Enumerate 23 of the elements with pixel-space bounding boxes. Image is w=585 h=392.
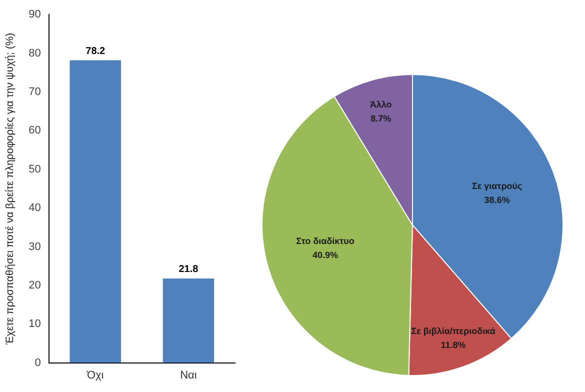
y-axis-title: Έχετε προσπαθήσει ποτέ να βρείτε πληροφορίες για την ψυχή; (%) — [4, 32, 16, 346]
data-label: 8.7% — [370, 113, 392, 124]
slice-label: Άλλο — [370, 99, 392, 110]
data-label: 11.8% — [440, 340, 466, 350]
y-tick-label: 10 — [28, 318, 41, 330]
y-tick-label: 70 — [28, 86, 41, 98]
y-tick-label: 0 — [34, 356, 41, 369]
slice-label: Σε γιατρούς — [472, 180, 522, 191]
x-tick-label: Ναι — [180, 369, 198, 382]
y-tick-label: 90 — [28, 8, 41, 21]
y-tick-label: 50 — [28, 163, 41, 176]
data-label: 21.8 — [178, 264, 199, 276]
y-tick-label: 30 — [28, 240, 41, 253]
data-label: 38.6% — [484, 194, 510, 205]
data-label: 40.9% — [312, 250, 338, 260]
y-tick-label: 20 — [28, 279, 41, 292]
x-tick-label: Όχι — [86, 369, 104, 382]
slice-label: Στο διαδίκτυο — [296, 236, 355, 246]
slice-label: Σε βιβλία/περιοδικά — [411, 326, 496, 336]
y-tick-label: 60 — [28, 124, 41, 137]
data-label: 78.2 — [86, 46, 106, 58]
y-tick-label: 80 — [28, 47, 41, 60]
y-tick-label: 40 — [28, 202, 41, 214]
